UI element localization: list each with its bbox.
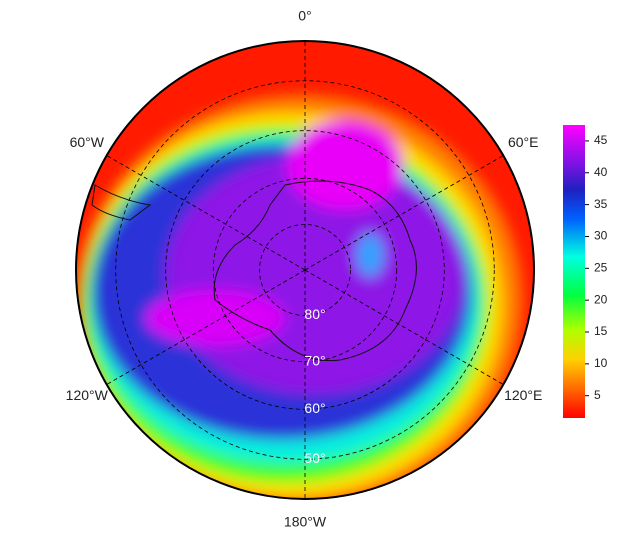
latitude-circle — [165, 130, 445, 410]
meridian — [304, 269, 504, 385]
meridian — [106, 155, 306, 271]
latitude-circle — [115, 80, 495, 460]
colorbar-tick-label: 30 — [594, 229, 608, 243]
coastline — [91, 184, 152, 221]
latitude-label: 70° — [304, 352, 325, 368]
colorbar — [563, 125, 585, 418]
latitude-label: 50° — [304, 450, 325, 466]
coastline — [213, 180, 417, 362]
longitude-label: 180°W — [284, 514, 327, 530]
longitude-label: 0° — [298, 8, 311, 24]
longitude-label: 120°E — [504, 387, 542, 403]
colorbar-tick-label: 15 — [594, 324, 608, 338]
meridian — [106, 269, 306, 385]
colorbar-tick-label: 35 — [594, 197, 608, 211]
longitude-label: 60°E — [508, 134, 539, 150]
colorbar-tick-label: 10 — [594, 356, 608, 370]
longitude-label: 60°W — [70, 134, 105, 150]
latitude-circle — [259, 224, 351, 316]
colorbar-tick-label: 40 — [594, 165, 608, 179]
colorbar-tick-label: 45 — [594, 133, 608, 147]
meridian — [304, 155, 504, 271]
latitude-circle — [212, 177, 398, 363]
graticule — [106, 41, 504, 499]
latitude-label: 80° — [304, 306, 325, 322]
colorbar-tick-label: 20 — [594, 292, 608, 306]
map-border — [75, 40, 535, 500]
longitude-label: 120°W — [66, 387, 109, 403]
colorbar-tick-label: 25 — [594, 260, 608, 274]
colorbar-tick-label: 5 — [594, 388, 601, 402]
latitude-label: 60° — [304, 400, 325, 416]
